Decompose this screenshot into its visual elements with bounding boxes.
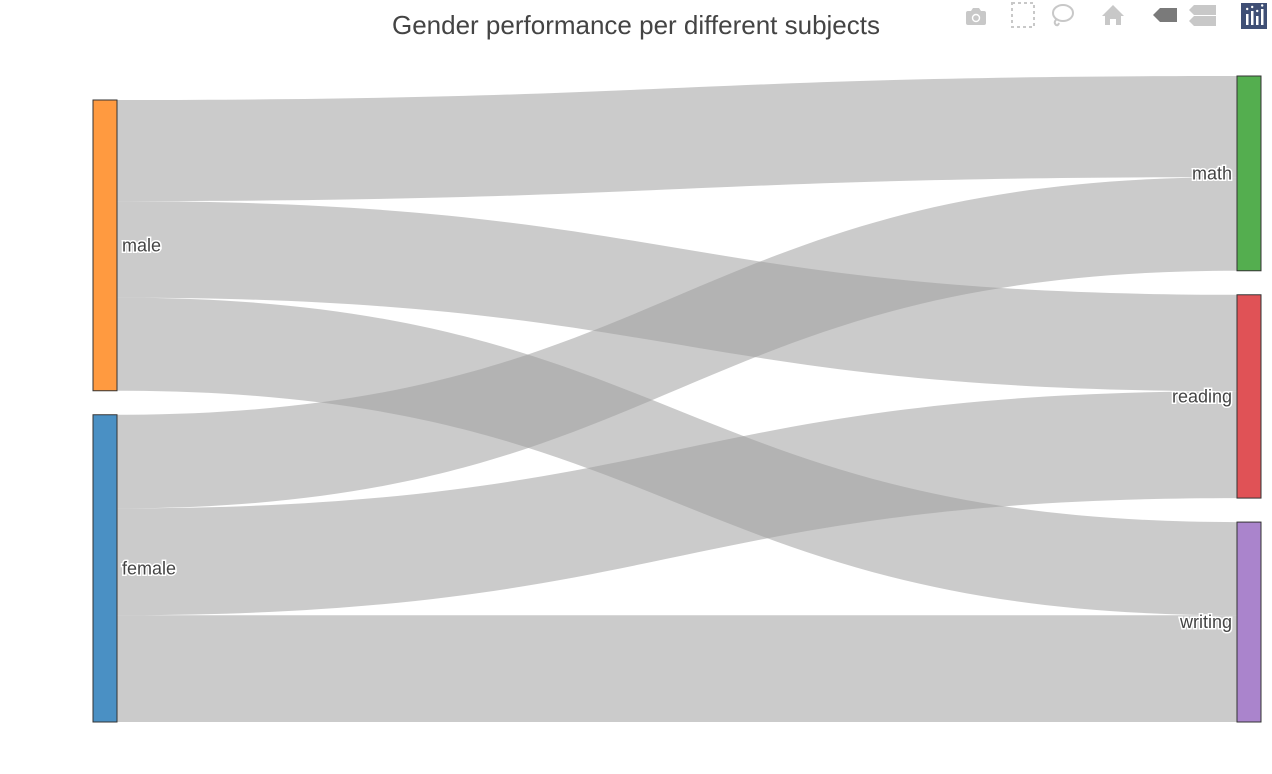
home-icon[interactable]	[1098, 0, 1128, 30]
node-label-male: male	[122, 235, 161, 255]
camera-icon[interactable]	[958, 0, 988, 30]
link-male-math[interactable]	[117, 76, 1237, 202]
node-label-female: female	[122, 558, 176, 578]
links-layer	[117, 76, 1237, 722]
hover-closest-icon[interactable]	[1150, 0, 1180, 30]
nodes-layer	[92, 75, 1262, 723]
node-reading[interactable]	[1236, 294, 1262, 499]
modebar	[950, 0, 1272, 30]
chart-title: Gender performance per different subject…	[391, 10, 880, 40]
box-select-icon[interactable]	[1008, 0, 1038, 30]
hover-compare-icon[interactable]	[1186, 0, 1216, 30]
link-female-writing[interactable]	[117, 615, 1237, 722]
labels-layer: male female math reading writing	[121, 162, 1234, 634]
link-female-reading[interactable]	[117, 391, 1237, 616]
node-male[interactable]	[92, 99, 118, 392]
node-female[interactable]	[92, 414, 118, 723]
node-label-math: math	[1192, 163, 1232, 183]
node-math[interactable]	[1236, 75, 1262, 272]
link-female-math[interactable]	[117, 177, 1237, 509]
plotly-logo-icon[interactable]	[1240, 2, 1270, 32]
node-label-reading: reading	[1172, 386, 1232, 406]
node-label-writing: writing	[1179, 612, 1232, 632]
lasso-icon[interactable]	[1047, 0, 1077, 30]
node-writing[interactable]	[1236, 521, 1262, 723]
